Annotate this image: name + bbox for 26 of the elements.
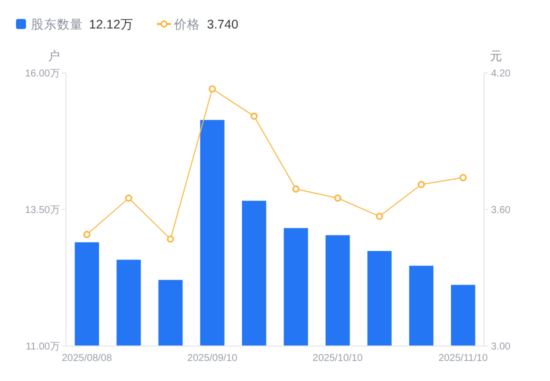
y-tick-label: 13.50万: [24, 205, 60, 216]
legend-label: 价格: [173, 18, 200, 32]
y2-tick-label: 3.00: [491, 342, 511, 352]
point: [418, 180, 425, 188]
x-tick-label: 2025/11/10: [438, 353, 488, 364]
y2-tick-label: 4.20: [491, 68, 511, 80]
point: [250, 112, 258, 120]
y-tick-label: 11.00万: [26, 342, 60, 352]
y-axis-title: 户: [48, 49, 60, 63]
point: [292, 185, 300, 193]
point: [166, 235, 174, 243]
point: [334, 194, 342, 202]
text: 12.12万: [89, 18, 134, 32]
y2-axis-title: 元: [490, 49, 502, 63]
x-tick-label: 2025/10/10: [312, 353, 364, 364]
x-tick-label: 2025/09/10: [187, 353, 238, 364]
point: [460, 174, 467, 182]
legend-label: 股东数量: [31, 18, 83, 32]
text: 3.740: [207, 18, 238, 32]
point: [208, 85, 216, 93]
y2-tick-label: 3.60: [491, 205, 511, 216]
y-tick-label: 16.00万: [24, 68, 60, 80]
point: [125, 194, 132, 202]
point: [83, 230, 90, 238]
x-tick-label: 2025/08/08: [62, 353, 112, 364]
point: [376, 212, 384, 220]
